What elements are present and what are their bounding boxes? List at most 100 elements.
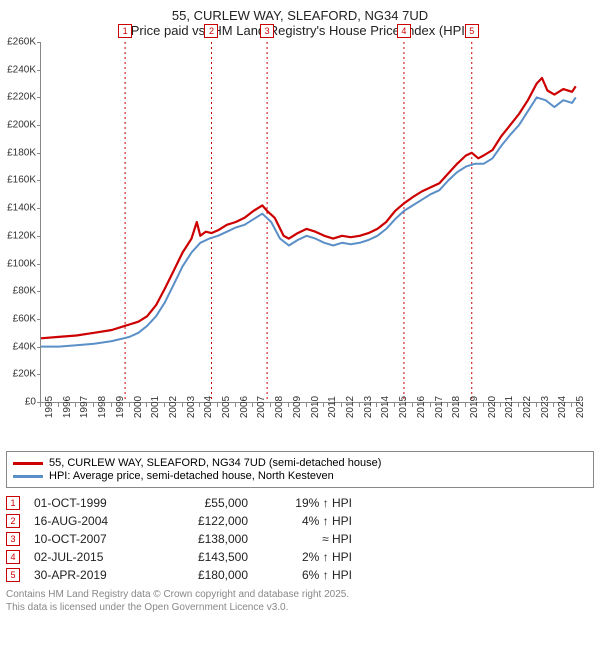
sales-row-pct: 4% ↑ HPI bbox=[262, 514, 352, 528]
x-tick-label: 1996 bbox=[62, 396, 73, 418]
y-tick-label: £260K bbox=[7, 37, 36, 48]
series-line-price_paid bbox=[41, 78, 576, 338]
y-tick bbox=[37, 264, 41, 265]
x-tick bbox=[571, 403, 572, 407]
sales-row-price: £122,000 bbox=[158, 514, 248, 528]
title-block: 55, CURLEW WAY, SLEAFORD, NG34 7UD Price… bbox=[0, 0, 600, 42]
x-tick bbox=[129, 403, 130, 407]
sales-row: 216-AUG-2004£122,0004% ↑ HPI bbox=[6, 512, 594, 530]
legend-label: HPI: Average price, semi-detached house,… bbox=[49, 470, 334, 482]
x-tick-label: 1998 bbox=[97, 396, 108, 418]
sales-table: 101-OCT-1999£55,00019% ↑ HPI216-AUG-2004… bbox=[6, 494, 594, 584]
x-tick-label: 2012 bbox=[345, 396, 356, 418]
x-tick-label: 2017 bbox=[434, 396, 445, 418]
y-tick bbox=[37, 97, 41, 98]
sales-row: 530-APR-2019£180,0006% ↑ HPI bbox=[6, 566, 594, 584]
x-tick-label: 2005 bbox=[221, 396, 232, 418]
x-tick-label: 2021 bbox=[504, 396, 515, 418]
title-line1: 55, CURLEW WAY, SLEAFORD, NG34 7UD bbox=[0, 8, 600, 23]
sales-row-pct: 6% ↑ HPI bbox=[262, 568, 352, 582]
x-tick-label: 2014 bbox=[380, 396, 391, 418]
x-tick-label: 2003 bbox=[186, 396, 197, 418]
x-tick bbox=[553, 403, 554, 407]
y-tick bbox=[37, 291, 41, 292]
x-tick bbox=[341, 403, 342, 407]
x-tick-label: 2002 bbox=[168, 396, 179, 418]
y-tick bbox=[37, 42, 41, 43]
x-tick bbox=[252, 403, 253, 407]
x-tick bbox=[483, 403, 484, 407]
x-tick bbox=[359, 403, 360, 407]
x-tick bbox=[235, 403, 236, 407]
x-tick-label: 2013 bbox=[363, 396, 374, 418]
x-tick bbox=[306, 403, 307, 407]
legend-swatch bbox=[13, 475, 43, 478]
x-tick bbox=[465, 403, 466, 407]
y-tick-label: £40K bbox=[13, 341, 36, 352]
x-tick bbox=[199, 403, 200, 407]
footer-line1: Contains HM Land Registry data © Crown c… bbox=[6, 588, 594, 601]
y-axis-labels: £0£20K£40K£60K£80K£100K£120K£140K£160K£1… bbox=[0, 42, 38, 402]
sales-row-marker: 5 bbox=[6, 568, 20, 582]
x-tick bbox=[536, 403, 537, 407]
sales-row-price: £55,000 bbox=[158, 496, 248, 510]
sales-row: 402-JUL-2015£143,5002% ↑ HPI bbox=[6, 548, 594, 566]
x-tick bbox=[111, 403, 112, 407]
x-tick-label: 2022 bbox=[522, 396, 533, 418]
x-tick bbox=[447, 403, 448, 407]
x-tick-label: 2009 bbox=[292, 396, 303, 418]
x-axis-labels: 1995199619971998199920002001200220032004… bbox=[40, 403, 580, 443]
x-tick-label: 1999 bbox=[115, 396, 126, 418]
x-tick-label: 2024 bbox=[557, 396, 568, 418]
y-tick bbox=[37, 319, 41, 320]
x-tick-label: 2011 bbox=[327, 396, 338, 418]
x-tick bbox=[75, 403, 76, 407]
x-tick-label: 2023 bbox=[540, 396, 551, 418]
x-tick bbox=[164, 403, 165, 407]
sales-row: 310-OCT-2007£138,000≈ HPI bbox=[6, 530, 594, 548]
legend: 55, CURLEW WAY, SLEAFORD, NG34 7UD (semi… bbox=[6, 451, 594, 488]
sale-marker-box: 2 bbox=[204, 24, 218, 38]
x-tick bbox=[146, 403, 147, 407]
sale-marker-box: 5 bbox=[465, 24, 479, 38]
y-tick bbox=[37, 125, 41, 126]
sale-marker-box: 4 bbox=[397, 24, 411, 38]
x-tick-label: 1995 bbox=[44, 396, 55, 418]
sales-row-price: £143,500 bbox=[158, 550, 248, 564]
plot-area: 12345 bbox=[40, 42, 581, 403]
x-tick-label: 2015 bbox=[398, 396, 409, 418]
x-tick bbox=[40, 403, 41, 407]
x-tick-label: 2001 bbox=[150, 396, 161, 418]
sales-row-pct: 2% ↑ HPI bbox=[262, 550, 352, 564]
x-tick-label: 2008 bbox=[274, 396, 285, 418]
y-tick-label: £220K bbox=[7, 92, 36, 103]
sales-row-marker: 1 bbox=[6, 496, 20, 510]
y-tick bbox=[37, 208, 41, 209]
sales-row-marker: 4 bbox=[6, 550, 20, 564]
legend-swatch bbox=[13, 462, 43, 465]
legend-row: HPI: Average price, semi-detached house,… bbox=[13, 470, 587, 482]
plot-wrap: £0£20K£40K£60K£80K£100K£120K£140K£160K£1… bbox=[40, 42, 600, 443]
x-tick bbox=[270, 403, 271, 407]
legend-label: 55, CURLEW WAY, SLEAFORD, NG34 7UD (semi… bbox=[49, 457, 381, 469]
y-tick bbox=[37, 236, 41, 237]
footer-line2: This data is licensed under the Open Gov… bbox=[6, 601, 594, 614]
sale-marker-box: 1 bbox=[118, 24, 132, 38]
x-tick-label: 2006 bbox=[239, 396, 250, 418]
y-tick-label: £80K bbox=[13, 286, 36, 297]
x-tick bbox=[394, 403, 395, 407]
sales-row-marker: 2 bbox=[6, 514, 20, 528]
y-tick-label: £120K bbox=[7, 230, 36, 241]
sales-row-date: 10-OCT-2007 bbox=[34, 532, 144, 546]
sales-row-pct: 19% ↑ HPI bbox=[262, 496, 352, 510]
sales-row: 101-OCT-1999£55,00019% ↑ HPI bbox=[6, 494, 594, 512]
x-tick-label: 2016 bbox=[416, 396, 427, 418]
x-tick bbox=[430, 403, 431, 407]
footer: Contains HM Land Registry data © Crown c… bbox=[6, 588, 594, 614]
sales-row-price: £138,000 bbox=[158, 532, 248, 546]
plot-svg bbox=[41, 42, 581, 402]
x-tick bbox=[412, 403, 413, 407]
y-tick-label: £240K bbox=[7, 64, 36, 75]
sales-row-price: £180,000 bbox=[158, 568, 248, 582]
sales-row-pct: ≈ HPI bbox=[262, 532, 352, 546]
